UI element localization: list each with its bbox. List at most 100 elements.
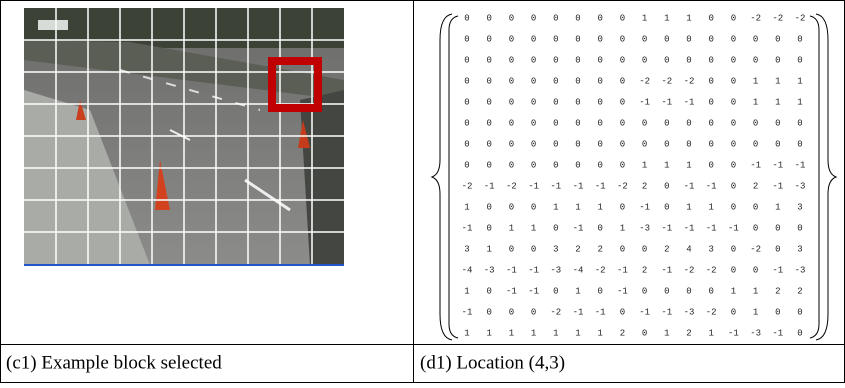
matrix-entry: 0 — [753, 55, 758, 65]
matrix-entry: 0 — [553, 76, 558, 86]
matrix-entry: 0 — [664, 139, 669, 149]
matrix-entry: 1 — [686, 160, 691, 170]
matrix-entry: -3 — [795, 265, 806, 275]
matrix-entry: -1 — [573, 181, 584, 191]
matrix-entry: 1 — [575, 328, 580, 338]
matrix-entry: -1 — [639, 307, 650, 317]
matrix-entry: 0 — [509, 139, 514, 149]
matrix-entry: 1 — [753, 286, 758, 296]
matrix-entry: 2 — [642, 265, 647, 275]
matrix-entry: -1 — [684, 181, 695, 191]
matrix-entry: -3 — [484, 265, 495, 275]
matrix-entry: 0 — [575, 97, 580, 107]
matrix-entry: 0 — [509, 118, 514, 128]
matrix-entry: 1 — [664, 328, 669, 338]
matrix-entry: 0 — [531, 13, 536, 23]
matrix-entry: 0 — [642, 244, 647, 254]
matrix-entry: 0 — [775, 244, 780, 254]
matrix-entry: 0 — [708, 55, 713, 65]
matrix-entry: 0 — [486, 118, 491, 128]
matrix-entry: 0 — [597, 286, 602, 296]
matrix-entry: 0 — [664, 286, 669, 296]
matrix-entry: 1 — [575, 286, 580, 296]
matrix-entry: 0 — [664, 118, 669, 128]
matrix-entry: 0 — [753, 202, 758, 212]
matrix-entry: -3 — [684, 307, 695, 317]
matrix-entry: -1 — [484, 181, 495, 191]
matrix-entry: 4 — [686, 244, 691, 254]
matrix-entry: -1 — [617, 265, 628, 275]
matrix-entry: 0 — [620, 76, 625, 86]
matrix-entry: 0 — [797, 34, 802, 44]
matrix-entry: -3 — [639, 223, 650, 233]
caption: (d1) Location (4,3) — [420, 352, 565, 373]
matrix-entry: 0 — [553, 55, 558, 65]
matrix-entry: -1 — [528, 181, 539, 191]
matrix-entry: 0 — [642, 139, 647, 149]
matrix-entry: 0 — [464, 139, 469, 149]
matrix-entry: 0 — [775, 34, 780, 44]
matrix-entry: 0 — [731, 244, 736, 254]
matrix-entry: 0 — [731, 97, 736, 107]
caption: (c1) Example block selected — [6, 352, 222, 373]
matrix-entry: 0 — [708, 139, 713, 149]
matrix-entry: 0 — [620, 307, 625, 317]
matrix-entry: -2 — [750, 244, 761, 254]
matrix-entry: 1 — [509, 328, 514, 338]
matrix-entry: 0 — [531, 202, 536, 212]
matrix-entry: 0 — [464, 97, 469, 107]
matrix-entry: 0 — [775, 307, 780, 317]
matrix-entry: 0 — [509, 34, 514, 44]
matrix-entry: -3 — [750, 328, 761, 338]
matrix-entry: -2 — [639, 76, 650, 86]
matrix-entry: 0 — [553, 13, 558, 23]
matrix-entry: 0 — [486, 13, 491, 23]
matrix-entry: 1 — [620, 223, 625, 233]
matrix-entry: 0 — [731, 202, 736, 212]
matrix-entry: -2 — [595, 265, 606, 275]
matrix-entry: 0 — [664, 55, 669, 65]
matrix-entry: 0 — [620, 55, 625, 65]
matrix: 0 0 0 0 0 0 0 0 1 1 1 0 0 -2 -2 -2 0 0 0 0 0 0 0 0 0 0 0 0 0 0 0 0 0 0 0 0 0… — [462, 13, 806, 338]
matrix-entry: 0 — [753, 118, 758, 128]
matrix-entry: -1 — [550, 181, 561, 191]
matrix-entry: -1 — [462, 223, 473, 233]
matrix-entry: 0 — [642, 118, 647, 128]
matrix-entry: 0 — [509, 244, 514, 254]
matrix-entry: 1 — [686, 202, 691, 212]
matrix-entry: 0 — [731, 181, 736, 191]
matrix-entry: 0 — [708, 286, 713, 296]
matrix-entry: 0 — [686, 34, 691, 44]
matrix-entry: 0 — [731, 139, 736, 149]
matrix-entry: 1 — [553, 202, 558, 212]
matrix-entry: 0 — [775, 55, 780, 65]
matrix-entry: 0 — [553, 118, 558, 128]
matrix-entry: 1 — [753, 307, 758, 317]
matrix-entry: 2 — [797, 286, 802, 296]
matrix-entry: 0 — [620, 34, 625, 44]
matrix-entry: 1 — [708, 202, 713, 212]
matrix-entry: 0 — [486, 55, 491, 65]
matrix-entry: 1 — [464, 202, 469, 212]
matrix-entry: 0 — [731, 265, 736, 275]
matrix-entry: -1 — [595, 307, 606, 317]
matrix-entry: 0 — [486, 76, 491, 86]
matrix-entry: 0 — [753, 139, 758, 149]
matrix-entry: 0 — [597, 55, 602, 65]
matrix-entry: 0 — [797, 118, 802, 128]
matrix-entry: 0 — [597, 223, 602, 233]
matrix-entry: -2 — [661, 76, 672, 86]
matrix-entry: 3 — [553, 244, 558, 254]
matrix-entry: 3 — [797, 244, 802, 254]
matrix-entry: 0 — [797, 328, 802, 338]
matrix-entry: 1 — [464, 328, 469, 338]
matrix-entry: 3 — [464, 244, 469, 254]
matrix-entry: 0 — [575, 34, 580, 44]
matrix-entry: 0 — [464, 76, 469, 86]
matrix-entry: 1 — [553, 328, 558, 338]
matrix-entry: 1 — [464, 286, 469, 296]
matrix-entry: 0 — [531, 139, 536, 149]
matrix-entry: 0 — [775, 139, 780, 149]
matrix-entry: 0 — [553, 139, 558, 149]
matrix-entry: 0 — [597, 160, 602, 170]
